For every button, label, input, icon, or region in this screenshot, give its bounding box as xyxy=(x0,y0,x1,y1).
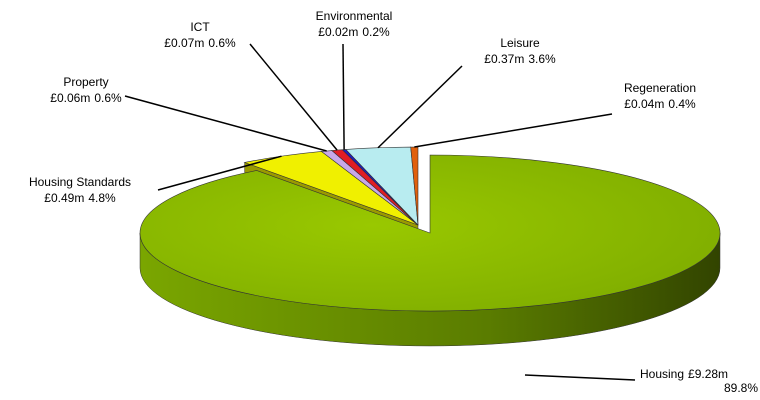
leader-line xyxy=(524,374,636,381)
leader-line xyxy=(124,95,327,152)
value-label: 0.4% xyxy=(668,97,696,111)
amount-label: £0.04m xyxy=(624,97,664,111)
slice-label: Housing Standards £0.49m 4.8% xyxy=(29,175,131,205)
category-label: Housing Standards xyxy=(29,175,131,189)
value-label: 89.8% xyxy=(724,381,758,395)
slice-label: Regeneration £0.04m 0.4% xyxy=(624,81,696,111)
value-label: 3.6% xyxy=(528,52,556,66)
leader-line xyxy=(157,155,282,191)
slice-label: ICT £0.07m 0.6% xyxy=(164,20,236,50)
amount-label: £0.49m xyxy=(44,191,84,205)
pie xyxy=(139,146,721,347)
slice xyxy=(139,154,721,312)
amount-label: £0.06m xyxy=(50,91,90,105)
category-label: ICT xyxy=(190,20,210,34)
amount-label: £0.07m xyxy=(164,36,204,50)
slice-label: Leisure £0.37m 3.6% xyxy=(484,36,556,66)
leader-line xyxy=(249,43,338,151)
category-label: Leisure xyxy=(500,36,540,50)
category-label: Property xyxy=(63,75,108,89)
value-label: 0.6% xyxy=(94,91,122,105)
slice-label: Environmental £0.02m 0.2% xyxy=(316,9,393,39)
value-label: 0.6% xyxy=(208,36,236,50)
amount-label: £0.02m xyxy=(318,25,358,39)
slice-label: Housing £9.28m xyxy=(640,367,728,381)
category-label: Regeneration xyxy=(624,81,696,95)
category-label: Housing xyxy=(640,367,684,381)
leader-line xyxy=(377,65,463,149)
slice-label: Property £0.06m 0.6% xyxy=(50,75,122,105)
leader-line xyxy=(342,43,345,150)
value-label: 0.2% xyxy=(362,25,390,39)
category-label: Environmental xyxy=(316,9,393,23)
leader-line xyxy=(414,113,613,148)
amount-label: £0.37m xyxy=(484,52,524,66)
amount-label: £9.28m xyxy=(688,367,728,381)
value-label: 4.8% xyxy=(88,191,116,205)
